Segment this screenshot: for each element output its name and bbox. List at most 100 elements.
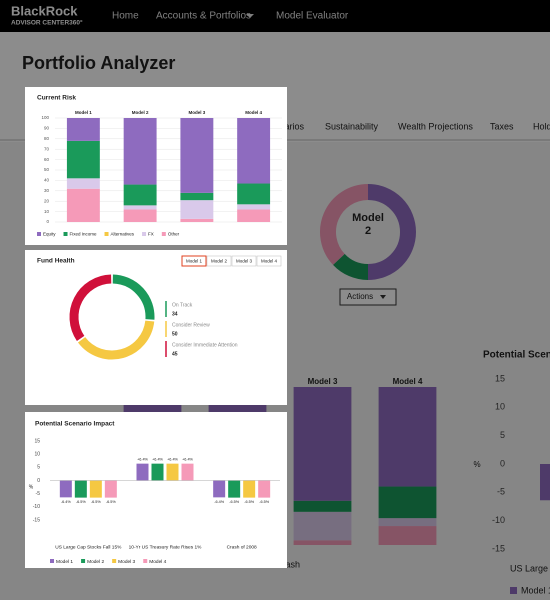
tab[interactable]: Holdings xyxy=(533,121,550,131)
bar xyxy=(89,480,102,498)
y-tick-label: 70 xyxy=(44,146,50,151)
y-tick-label: 60 xyxy=(44,157,50,162)
y-tick-label: -15 xyxy=(33,517,40,523)
legend-label: Other xyxy=(168,232,180,237)
nav-background xyxy=(0,0,550,32)
bar-segment xyxy=(237,118,271,184)
bar-segment xyxy=(378,486,437,519)
y-tick-label: 10 xyxy=(44,209,50,214)
nav-link[interactable]: Home xyxy=(112,11,139,22)
category-label: US Large Cap Stocks Fall 15% xyxy=(55,544,122,550)
bar xyxy=(213,480,226,498)
tab[interactable]: Wealth Projections xyxy=(398,121,473,131)
model-tab[interactable] xyxy=(231,255,257,267)
bar-segment xyxy=(123,118,157,185)
y-tick-label: 0 xyxy=(500,458,505,468)
scenario-footnote: Crash xyxy=(276,559,300,569)
legend-swatch xyxy=(112,559,117,563)
y-tick-label: 0 xyxy=(37,478,40,484)
card-title: Potential Scenario Impact xyxy=(35,421,115,428)
value-label: -6.5% xyxy=(259,500,270,504)
value-label: -6.5% xyxy=(244,500,255,504)
bar-segment xyxy=(66,178,100,189)
bar-segment xyxy=(293,540,352,545)
legend-label: Fixed Income xyxy=(70,232,98,237)
model-tab-label[interactable]: Model 4 xyxy=(261,259,278,264)
y-tick-label: 90 xyxy=(44,126,50,131)
card-title: Fund Health xyxy=(37,258,75,265)
nav-link[interactable]: Model Evaluator xyxy=(276,11,349,22)
category-label: Model 3 xyxy=(188,110,205,115)
bar xyxy=(181,463,194,481)
legend-label: Model 1 xyxy=(521,585,550,595)
value-label: -6.5% xyxy=(229,500,240,504)
y-tick-label: 40 xyxy=(44,178,50,183)
y-tick-label: 100 xyxy=(41,115,49,120)
value-label: +6.4% xyxy=(152,458,163,462)
card xyxy=(25,250,287,405)
y-tick-label: -10 xyxy=(492,515,505,525)
y-tick-label: 30 xyxy=(44,188,50,193)
donut-segment xyxy=(112,274,155,320)
bar-segment xyxy=(123,184,157,206)
category-label: Model 4 xyxy=(393,377,423,386)
y-tick-label: 5 xyxy=(37,465,40,471)
legend-swatch xyxy=(37,232,41,236)
bar-segment xyxy=(237,204,271,210)
bar xyxy=(59,480,72,498)
bar-segment xyxy=(378,526,437,545)
y-tick-label: -10 xyxy=(33,504,40,510)
bar xyxy=(166,463,179,481)
bar xyxy=(540,464,550,501)
legend-label: Model 2 xyxy=(87,559,104,565)
actions-caret[interactable] xyxy=(380,295,386,299)
value-label: +6.4% xyxy=(137,458,148,462)
legend-label: Consider Review xyxy=(172,322,210,328)
value-label: +6.4% xyxy=(182,458,193,462)
model-tab-label[interactable]: Model 1 xyxy=(186,259,203,264)
model-tab[interactable] xyxy=(206,255,232,267)
legend-label: Equity xyxy=(43,232,56,237)
model-tab[interactable] xyxy=(181,255,207,267)
category-label: 10-Yr US Treasury Rate Rises 1% xyxy=(129,544,203,550)
bar-segment xyxy=(180,200,214,219)
bar xyxy=(243,480,256,498)
bar-segment xyxy=(293,387,352,501)
actions-label[interactable]: Actions xyxy=(347,292,373,301)
actions-button[interactable] xyxy=(339,288,397,306)
donut-segment xyxy=(320,184,369,265)
category-label: Model 1 xyxy=(75,110,92,115)
y-tick-label: 10 xyxy=(495,402,505,412)
bar-segment xyxy=(378,387,437,487)
cards: Current Risk Fund Health Potential Scena… xyxy=(25,87,287,568)
bar xyxy=(258,480,271,498)
bar xyxy=(136,463,149,481)
bar-segment xyxy=(293,500,352,512)
y-tick-label: 0 xyxy=(46,219,49,224)
legend-label: Model 4 xyxy=(149,559,166,565)
value-label: +6.4% xyxy=(167,458,178,462)
bar-segment xyxy=(66,118,100,141)
bar xyxy=(74,480,87,498)
value-label: -6.5% xyxy=(106,500,117,504)
donut-label-box: Model 2 xyxy=(352,212,384,237)
brand: BlackRock xyxy=(11,3,78,18)
tab[interactable]: Sustainability xyxy=(325,121,379,131)
model-tab-label[interactable]: Model 3 xyxy=(236,259,253,264)
y-tick-label: -15 xyxy=(492,543,505,553)
card-title: Current Risk xyxy=(37,95,76,102)
model-tab-label[interactable]: Model 2 xyxy=(211,259,228,264)
model-tab[interactable] xyxy=(256,255,282,267)
nav-link[interactable]: Accounts & Portfolios xyxy=(156,11,251,22)
y-tick-label: 80 xyxy=(44,136,50,141)
donut-segment xyxy=(367,184,416,280)
dropdown-caret[interactable] xyxy=(246,14,254,18)
tab[interactable]: Taxes xyxy=(490,121,514,131)
legend-label: Alternatives xyxy=(111,232,135,237)
y-axis-label: % xyxy=(473,460,480,469)
value-label: -6.5% xyxy=(91,500,102,504)
bar-segment xyxy=(237,183,271,205)
value-label: -6.5% xyxy=(76,500,87,504)
bar xyxy=(151,463,164,481)
